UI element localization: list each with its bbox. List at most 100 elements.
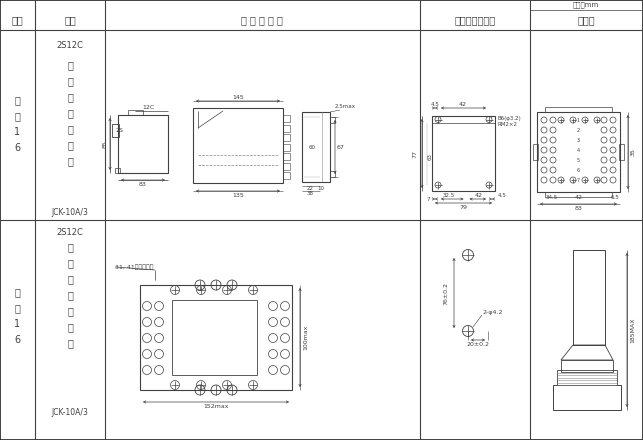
Text: 12C: 12C <box>142 105 154 110</box>
Text: 板: 板 <box>67 290 73 300</box>
Text: 后: 后 <box>67 124 73 134</box>
Text: 2S12C: 2S12C <box>57 40 84 50</box>
Text: 6: 6 <box>14 335 20 345</box>
Text: 100max: 100max <box>303 325 309 350</box>
Text: 35: 35 <box>631 148 635 156</box>
Bar <box>561 360 613 372</box>
Bar <box>112 124 119 137</box>
Text: 3: 3 <box>577 137 580 143</box>
Bar <box>193 108 283 183</box>
Text: 安装开孔尺寸图: 安装开孔尺寸图 <box>455 15 496 25</box>
Text: 式: 式 <box>67 274 73 284</box>
Bar <box>330 117 335 123</box>
Text: 145: 145 <box>232 95 244 99</box>
Text: 图号: 图号 <box>11 15 23 25</box>
Text: 1: 1 <box>577 117 580 122</box>
Text: 79: 79 <box>460 205 467 209</box>
Text: 185MAX: 185MAX <box>631 317 635 343</box>
Text: 接: 接 <box>67 140 73 150</box>
Text: 135: 135 <box>232 193 244 198</box>
Text: 出: 出 <box>67 258 73 268</box>
Text: 42: 42 <box>475 193 482 198</box>
Bar <box>537 112 620 192</box>
Text: 2S12C: 2S12C <box>57 227 84 237</box>
Text: 结构: 结构 <box>64 15 76 25</box>
Text: 图: 图 <box>14 303 20 313</box>
Text: 端子图: 端子图 <box>577 15 595 25</box>
Text: JCK-10A/3: JCK-10A/3 <box>51 208 89 216</box>
Bar <box>545 107 612 112</box>
Bar <box>283 172 290 179</box>
Text: 式: 式 <box>67 92 73 102</box>
Text: 外 形 尺 寸 图: 外 形 尺 寸 图 <box>241 15 283 25</box>
Text: 63: 63 <box>428 153 433 160</box>
Text: JCK-10A/3: JCK-10A/3 <box>51 407 89 417</box>
Text: 前: 前 <box>67 306 73 316</box>
Text: 4: 4 <box>577 147 580 153</box>
Text: 附: 附 <box>14 287 20 297</box>
Text: 42: 42 <box>574 194 583 199</box>
Text: 6: 6 <box>14 143 20 153</box>
Text: 2S: 2S <box>116 128 124 132</box>
Text: 出: 出 <box>67 76 73 86</box>
Bar <box>128 110 143 115</box>
Text: 20±0.2: 20±0.2 <box>467 341 489 347</box>
Text: 2.5max: 2.5max <box>334 103 356 109</box>
Text: 31, 41为电流端子: 31, 41为电流端子 <box>115 264 154 270</box>
Text: 1: 1 <box>14 319 20 329</box>
Text: 76±0.2: 76±0.2 <box>444 282 449 304</box>
Text: 34.5: 34.5 <box>546 194 558 199</box>
Text: 接: 接 <box>67 322 73 332</box>
Bar <box>172 300 257 375</box>
Bar <box>432 116 495 191</box>
Text: 67: 67 <box>337 144 345 150</box>
Text: 22: 22 <box>307 186 314 191</box>
Bar <box>115 168 120 173</box>
Bar <box>545 192 612 197</box>
Text: 1: 1 <box>14 127 20 137</box>
Text: 85: 85 <box>102 140 107 148</box>
Text: 5: 5 <box>577 158 580 162</box>
Text: 板: 板 <box>67 108 73 118</box>
Bar <box>283 125 290 132</box>
Text: 图: 图 <box>14 111 20 121</box>
Text: B6(φ3.2): B6(φ3.2) <box>498 116 521 121</box>
Text: 凸: 凸 <box>67 60 73 70</box>
Text: 线: 线 <box>67 156 73 166</box>
Bar <box>283 153 290 160</box>
Text: 83: 83 <box>139 181 147 187</box>
Text: 7: 7 <box>426 197 430 202</box>
Bar <box>573 250 605 345</box>
Text: 7: 7 <box>577 177 580 183</box>
Text: 线: 线 <box>67 338 73 348</box>
Text: 42: 42 <box>458 102 467 106</box>
Text: 附: 附 <box>14 95 20 105</box>
Text: 60: 60 <box>309 144 316 150</box>
Bar <box>118 115 168 173</box>
Text: 6: 6 <box>577 168 580 172</box>
Text: 83: 83 <box>575 205 583 210</box>
Text: 38: 38 <box>307 191 314 195</box>
Text: RM2×2: RM2×2 <box>498 121 518 127</box>
Text: 32.5: 32.5 <box>443 193 455 198</box>
Bar <box>533 144 538 160</box>
Bar <box>283 143 290 150</box>
Text: 152max: 152max <box>203 403 229 408</box>
Bar <box>302 112 330 182</box>
Text: 凸: 凸 <box>67 242 73 252</box>
Text: 2: 2 <box>577 128 580 132</box>
Bar <box>283 134 290 141</box>
Text: 77: 77 <box>413 150 417 158</box>
Bar <box>557 370 617 385</box>
Bar <box>619 144 624 160</box>
Text: 4.5: 4.5 <box>498 193 507 198</box>
Bar <box>140 285 292 390</box>
Bar <box>283 115 290 122</box>
Text: 2-φ4.2: 2-φ4.2 <box>483 309 503 315</box>
Bar <box>553 385 621 410</box>
Bar <box>283 162 290 169</box>
Text: 单位：mm: 单位：mm <box>573 2 599 8</box>
Text: 6.5: 6.5 <box>611 194 619 199</box>
Text: 10: 10 <box>318 186 325 191</box>
Bar <box>330 171 335 177</box>
